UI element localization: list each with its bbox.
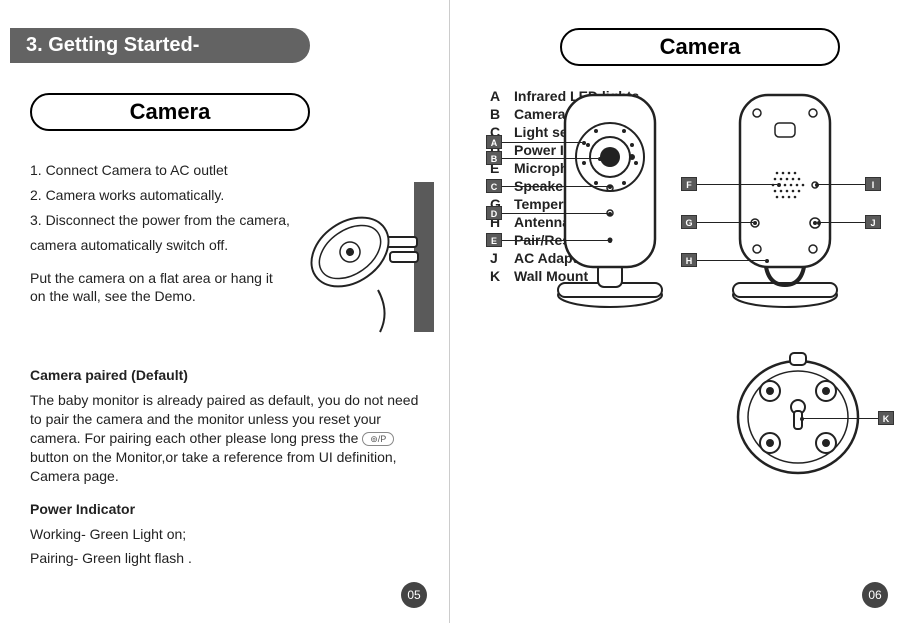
camera-bottom-diagram: K — [728, 345, 898, 485]
pair-button-icon: ⊚/P — [362, 432, 394, 446]
label-e: E — [486, 233, 502, 247]
power-indicator-section: Power Indicator Working- Green Light on;… — [30, 500, 419, 569]
section-heading: 3. Getting Started- — [10, 28, 310, 63]
power-line-2: Pairing- Green light flash . — [30, 549, 419, 568]
camera-pill-left: Camera — [30, 93, 310, 131]
camera-pill-right: Camera — [560, 28, 840, 66]
label-c: C — [486, 179, 502, 193]
label-k: K — [878, 411, 894, 425]
label-g: G — [681, 215, 697, 229]
page-number-right: 06 — [862, 582, 888, 608]
label-j: J — [865, 215, 881, 229]
label-h: H — [681, 253, 697, 267]
step-1: 1. Connect Camera to AC outlet — [30, 161, 419, 180]
page-left: 3. Getting Started- Camera 1. Connect Ca… — [0, 0, 450, 623]
label-i: I — [865, 177, 881, 191]
wall-mount-diagram — [290, 182, 440, 342]
label-d: D — [486, 206, 502, 220]
camera-back-diagram: F G H I J — [705, 85, 885, 315]
label-a: A — [486, 135, 502, 149]
label-b: B — [486, 151, 502, 165]
power-line-1: Working- Green Light on; — [30, 525, 419, 544]
paired-section: Camera paired (Default) The baby monitor… — [30, 366, 419, 485]
paired-heading: Camera paired (Default) — [30, 366, 419, 385]
label-f: F — [681, 177, 697, 191]
paired-text: The baby monitor is already paired as de… — [30, 391, 419, 485]
placement-text: Put the camera on a flat area or hang it… — [30, 269, 280, 307]
page-right: Camera A — [450, 0, 900, 623]
camera-front-diagram: A B C D E — [520, 85, 675, 315]
page-number-left: 05 — [401, 582, 427, 608]
power-heading: Power Indicator — [30, 500, 419, 519]
